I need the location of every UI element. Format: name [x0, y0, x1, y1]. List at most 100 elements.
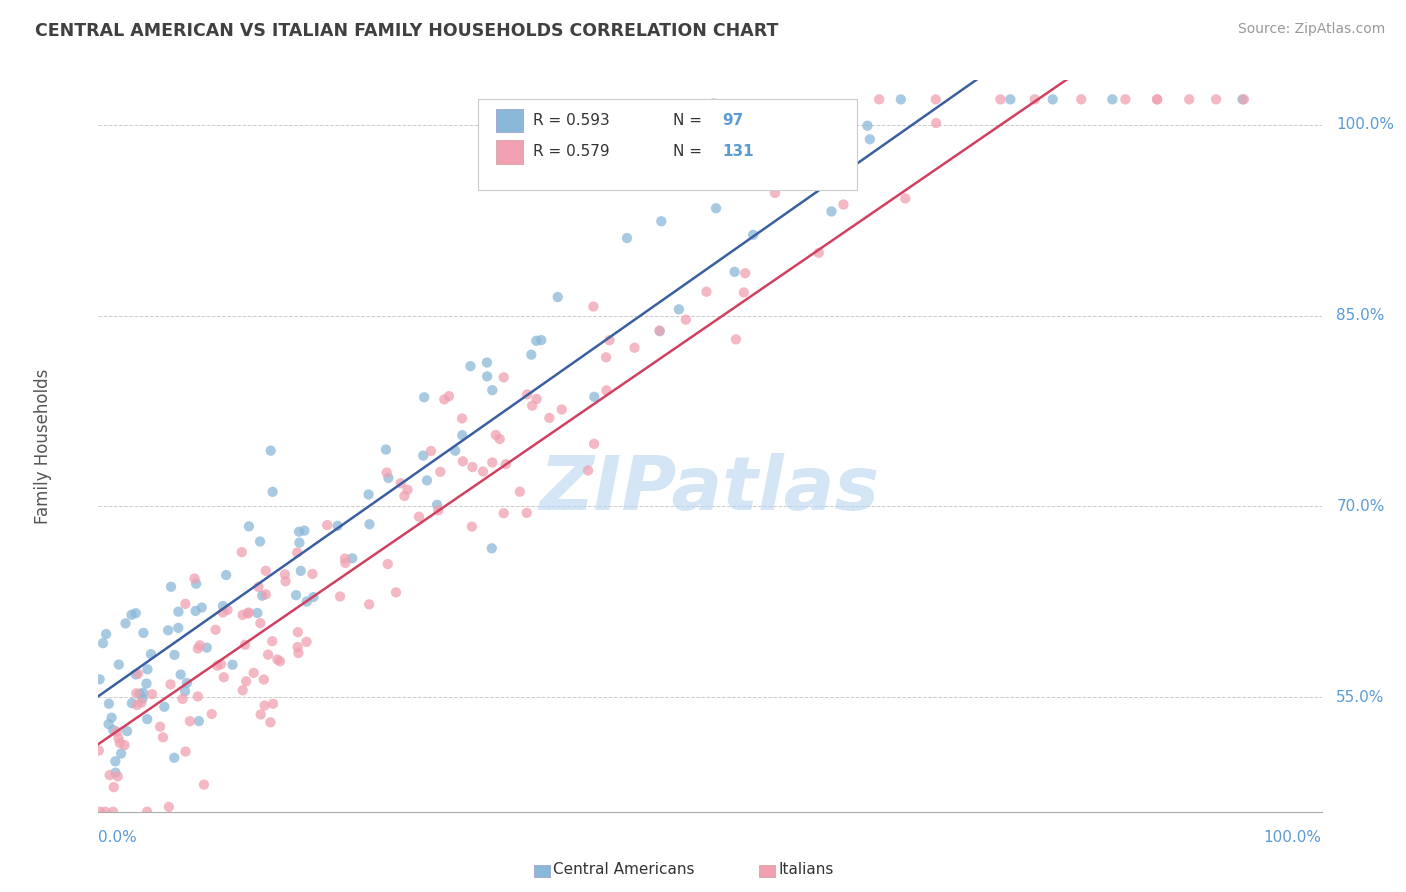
Point: [184, 604, 207, 618]
Point: [128, 687, 150, 701]
Text: 100.0%: 100.0%: [1264, 830, 1322, 845]
Point: [236, 607, 259, 621]
Point: [481, 383, 503, 397]
Point: [249, 534, 271, 549]
Point: [429, 465, 451, 479]
Point: [481, 455, 503, 469]
Point: [114, 738, 136, 752]
Point: [215, 568, 238, 582]
Point: [152, 731, 174, 745]
Point: [195, 640, 218, 655]
Point: [437, 389, 460, 403]
Point: [1232, 92, 1254, 106]
Point: [101, 805, 124, 819]
Point: [733, 285, 755, 300]
Point: [547, 290, 569, 304]
Point: [830, 122, 852, 136]
Point: [262, 634, 284, 648]
Point: [485, 428, 508, 442]
Point: [254, 587, 277, 601]
Point: [385, 585, 408, 599]
Point: [209, 657, 232, 672]
Point: [461, 519, 484, 533]
Point: [269, 654, 291, 668]
Point: [187, 714, 209, 728]
Point: [176, 676, 198, 690]
Point: [285, 545, 308, 559]
Point: [925, 92, 948, 106]
Text: N =: N =: [673, 145, 707, 160]
Point: [359, 517, 381, 532]
Point: [524, 334, 547, 348]
Point: [207, 658, 229, 673]
Point: [94, 805, 117, 819]
Point: [412, 449, 434, 463]
Point: [108, 736, 131, 750]
Point: [274, 574, 297, 589]
Point: [1070, 92, 1092, 106]
Point: [522, 399, 544, 413]
Point: [832, 197, 855, 211]
Point: [129, 696, 152, 710]
Point: [451, 454, 474, 468]
Point: [87, 743, 110, 757]
Point: [890, 92, 912, 106]
Point: [595, 384, 617, 398]
Point: [695, 285, 717, 299]
Point: [149, 720, 172, 734]
Point: [742, 227, 765, 242]
Point: [302, 590, 325, 604]
Text: 85.0%: 85.0%: [1336, 308, 1385, 323]
Point: [105, 724, 128, 739]
Point: [1146, 92, 1168, 106]
Point: [253, 673, 276, 687]
Point: [576, 463, 599, 477]
Point: [201, 706, 224, 721]
Point: [136, 662, 159, 676]
Point: [160, 580, 183, 594]
Point: [326, 518, 349, 533]
Point: [1205, 92, 1227, 106]
Point: [174, 684, 197, 698]
Point: [172, 692, 194, 706]
Point: [174, 745, 197, 759]
Point: [375, 466, 398, 480]
Point: [250, 589, 273, 603]
Point: [103, 723, 125, 737]
Point: [238, 519, 260, 533]
Point: [295, 634, 318, 648]
Point: [246, 606, 269, 620]
Point: [530, 333, 553, 347]
Point: [254, 564, 277, 578]
Point: [394, 489, 416, 503]
Point: [551, 402, 574, 417]
Text: Family Households: Family Households: [34, 368, 52, 524]
Point: [595, 351, 617, 365]
Point: [242, 665, 264, 680]
Point: [259, 715, 281, 730]
Point: [159, 677, 181, 691]
Point: [249, 616, 271, 631]
Point: [859, 132, 882, 146]
Point: [136, 712, 159, 726]
Point: [1024, 92, 1046, 106]
Point: [481, 541, 503, 556]
Point: [616, 231, 638, 245]
Point: [257, 648, 280, 662]
Point: [357, 487, 380, 501]
Point: [107, 731, 129, 746]
Point: [266, 652, 288, 666]
Point: [187, 690, 209, 704]
Text: N =: N =: [673, 113, 707, 128]
Point: [262, 484, 284, 499]
Point: [475, 369, 498, 384]
Point: [235, 674, 257, 689]
Point: [734, 266, 756, 280]
Point: [377, 557, 399, 571]
Point: [1042, 92, 1064, 106]
Point: [193, 778, 215, 792]
Point: [274, 567, 297, 582]
Point: [212, 599, 235, 613]
Point: [94, 627, 117, 641]
Point: [333, 551, 356, 566]
